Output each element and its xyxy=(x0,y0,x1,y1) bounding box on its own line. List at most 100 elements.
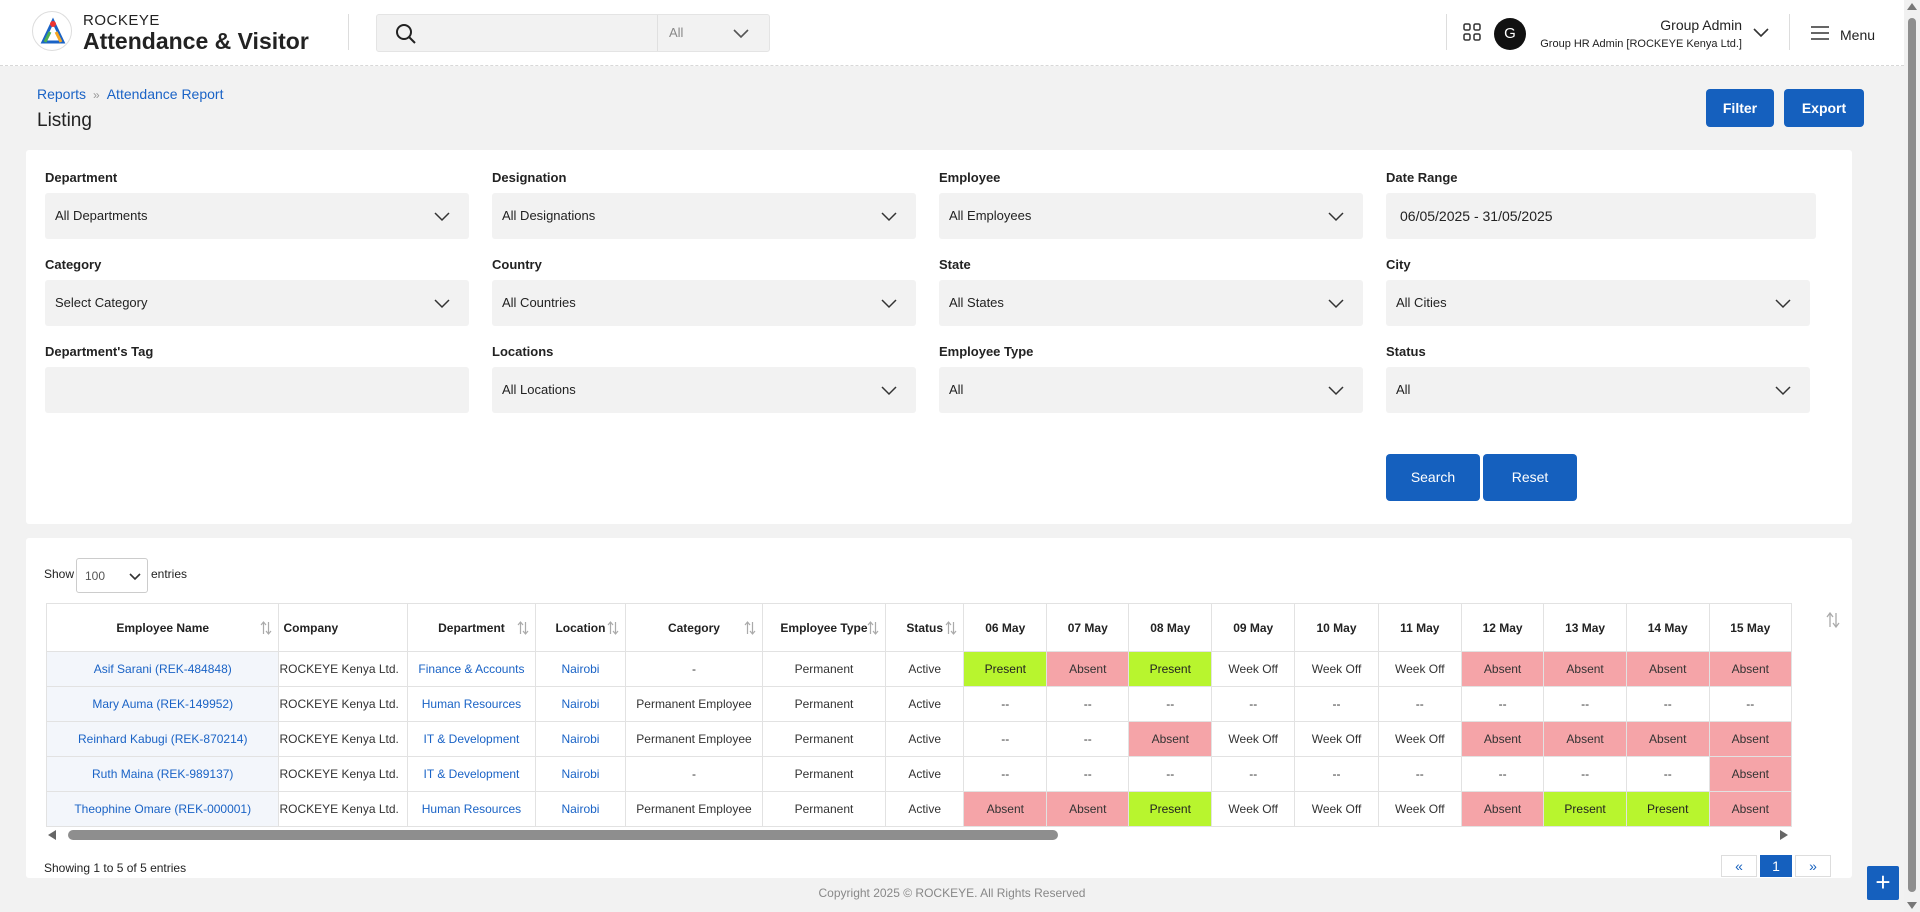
department-tag-input[interactable] xyxy=(45,367,469,413)
scroll-up-arrow[interactable] xyxy=(1907,3,1917,10)
search-scope-select[interactable]: All xyxy=(657,15,769,51)
column-header-label: Category xyxy=(667,620,720,635)
export-button[interactable]: Export xyxy=(1784,89,1864,127)
reset-button[interactable]: Reset xyxy=(1483,454,1577,501)
table-cell: Permanent xyxy=(762,756,886,792)
location-link[interactable]: Nairobi xyxy=(535,686,626,722)
employee-name-link[interactable]: Theophine Omare (REK-000001) xyxy=(46,791,280,827)
table-cell: - xyxy=(624,651,764,687)
global-search[interactable]: All xyxy=(376,14,770,52)
sort-icon[interactable] xyxy=(1826,612,1840,628)
employee-name-link[interactable]: Reinhard Kabugi (REK-870214) xyxy=(46,721,280,757)
department-link[interactable]: IT & Development xyxy=(406,721,537,757)
department-select[interactable]: All Departments xyxy=(45,193,469,239)
chevron-down-icon xyxy=(1775,299,1791,309)
column-header[interactable]: Status xyxy=(884,603,965,652)
apps-grid-icon[interactable] xyxy=(1462,22,1482,42)
filter-button[interactable]: Filter xyxy=(1706,89,1774,127)
table-row: Mary Auma (REK-149952) ROCKEYE Kenya Ltd.… xyxy=(46,686,1792,722)
column-header[interactable]: Employee Name xyxy=(46,603,280,652)
attendance-cell: Week Off xyxy=(1377,721,1462,757)
column-header[interactable]: Company xyxy=(278,603,408,652)
breadcrumb-attendance-report[interactable]: Attendance Report xyxy=(106,86,224,102)
breadcrumb-reports[interactable]: Reports xyxy=(37,86,87,102)
employee-name-link[interactable]: Asif Sarani (REK-484848) xyxy=(46,651,280,687)
column-header[interactable]: 06 May xyxy=(963,603,1048,652)
column-header[interactable]: 12 May xyxy=(1460,603,1545,652)
location-link[interactable]: Nairobi xyxy=(535,721,626,757)
location-link[interactable]: Nairobi xyxy=(535,791,626,827)
search-scope-value: All xyxy=(669,25,684,40)
column-header[interactable]: 11 May xyxy=(1377,603,1462,652)
pagination-next[interactable]: » xyxy=(1795,855,1831,877)
department-link[interactable]: Human Resources xyxy=(406,791,537,827)
employee-type-select[interactable]: All xyxy=(939,367,1363,413)
column-header[interactable]: 13 May xyxy=(1543,603,1627,652)
category-select[interactable]: Select Category xyxy=(45,280,469,326)
table-cell: Permanent xyxy=(762,721,886,757)
sort-icon[interactable] xyxy=(744,621,756,635)
employee-select[interactable]: All Employees xyxy=(939,193,1363,239)
column-header[interactable]: 10 May xyxy=(1294,603,1379,652)
column-header[interactable]: 14 May xyxy=(1625,603,1710,652)
hamburger-menu-icon[interactable] xyxy=(1810,24,1830,42)
chevron-down-icon xyxy=(129,573,141,581)
column-header[interactable]: Employee Type xyxy=(762,603,886,652)
employee-name-link[interactable]: Mary Auma (REK-149952) xyxy=(46,686,280,722)
menu-button[interactable]: Menu xyxy=(1840,27,1876,43)
sort-icon[interactable] xyxy=(945,621,957,635)
location-link[interactable]: Nairobi xyxy=(535,651,626,687)
category-value: Select Category xyxy=(55,295,148,310)
column-header[interactable]: Category xyxy=(624,603,764,652)
column-header[interactable]: Department xyxy=(406,603,537,652)
horizontal-scrollbar[interactable] xyxy=(46,829,1792,841)
employee-type-label: Employee Type xyxy=(939,344,1034,359)
attendance-cell: -- xyxy=(1211,756,1296,792)
city-select[interactable]: All Cities xyxy=(1386,280,1810,326)
attendance-cell: -- xyxy=(1543,686,1627,722)
scrollbar-thumb[interactable] xyxy=(1908,18,1916,892)
attendance-table-scroll[interactable]: Employee Name Company Department Location Ca… xyxy=(46,603,1792,827)
vertical-scrollbar[interactable] xyxy=(1904,0,1920,912)
entries-per-page-select[interactable]: 100 xyxy=(76,558,148,593)
pagination-prev[interactable]: « xyxy=(1721,855,1757,877)
column-header-label: 08 May xyxy=(1150,620,1191,635)
department-link[interactable]: IT & Development xyxy=(406,756,537,792)
department-link[interactable]: Finance & Accounts xyxy=(406,651,537,687)
column-header[interactable]: 09 May xyxy=(1211,603,1296,652)
scroll-left-arrow[interactable] xyxy=(48,830,56,840)
column-header[interactable]: 08 May xyxy=(1128,603,1213,652)
employee-name-link[interactable]: Ruth Maina (REK-989137) xyxy=(46,756,280,792)
sort-icon[interactable] xyxy=(517,621,529,635)
user-avatar[interactable]: G xyxy=(1494,18,1526,50)
state-select[interactable]: All States xyxy=(939,280,1363,326)
add-fab-button[interactable]: + xyxy=(1867,866,1899,900)
brand-name-app: Attendance & Visitor xyxy=(83,28,309,54)
sort-icon[interactable] xyxy=(607,621,619,635)
country-select[interactable]: All Countries xyxy=(492,280,916,326)
scrollbar-thumb[interactable] xyxy=(68,830,1058,840)
column-header[interactable]: 07 May xyxy=(1046,603,1130,652)
locations-select[interactable]: All Locations xyxy=(492,367,916,413)
sort-icon[interactable] xyxy=(260,621,272,635)
department-link[interactable]: Human Resources xyxy=(406,686,537,722)
column-header[interactable]: Location xyxy=(535,603,626,652)
user-name[interactable]: Group Admin xyxy=(1660,17,1742,33)
column-header[interactable]: 15 May xyxy=(1708,603,1792,652)
search-button[interactable]: Search xyxy=(1386,454,1480,501)
attendance-cell: -- xyxy=(1377,756,1462,792)
status-select[interactable]: All xyxy=(1386,367,1810,413)
scroll-down-arrow[interactable] xyxy=(1907,902,1917,909)
designation-select[interactable]: All Designations xyxy=(492,193,916,239)
rockeye-logo[interactable] xyxy=(32,11,72,51)
scroll-right-arrow[interactable] xyxy=(1780,830,1788,840)
chevron-down-icon[interactable] xyxy=(1752,23,1770,41)
date-range-input[interactable]: 06/05/2025 - 31/05/2025 xyxy=(1386,193,1816,239)
column-header-label: 15 May xyxy=(1730,620,1771,635)
location-link[interactable]: Nairobi xyxy=(535,756,626,792)
pagination-page-1[interactable]: 1 xyxy=(1760,855,1792,877)
attendance-cell: -- xyxy=(1046,756,1130,792)
sort-icon[interactable] xyxy=(867,621,879,635)
country-value: All Countries xyxy=(502,295,576,310)
attendance-table: Employee Name Company Department Location Ca… xyxy=(46,603,1792,827)
